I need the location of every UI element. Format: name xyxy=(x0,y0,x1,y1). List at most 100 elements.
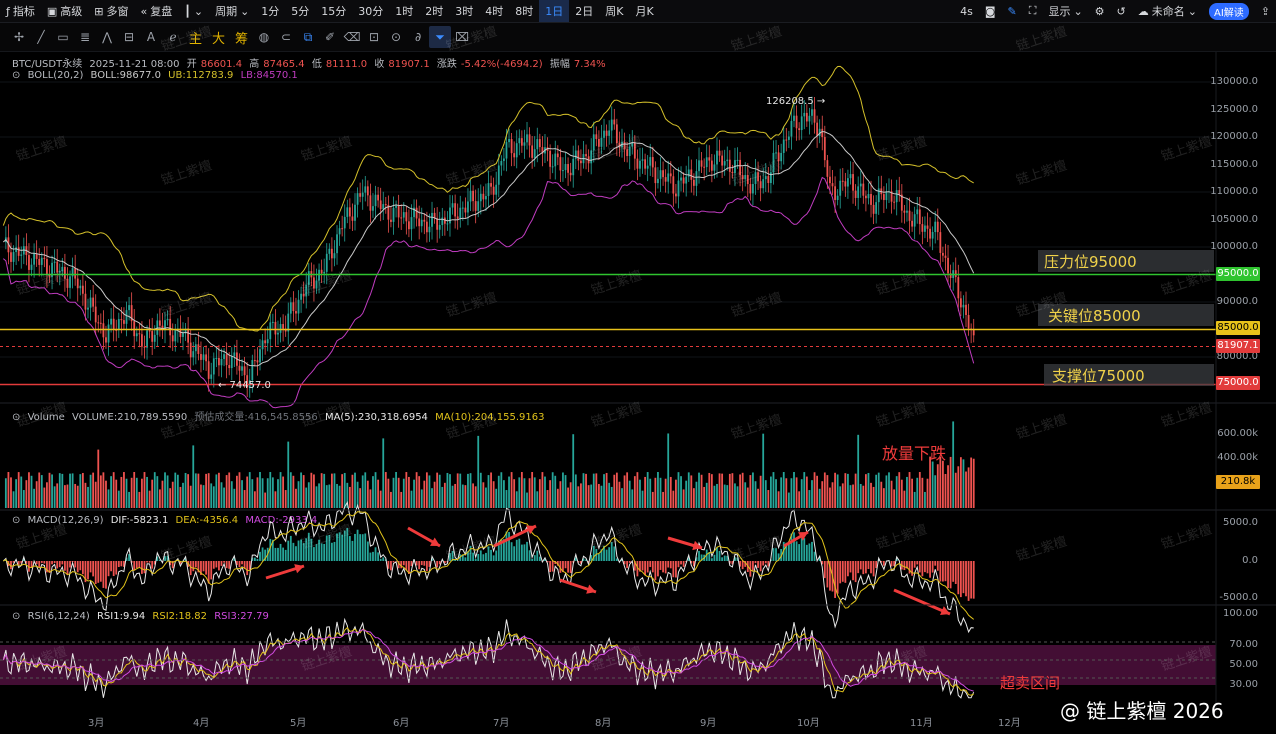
interval-tab[interactable]: 30分 xyxy=(358,5,384,18)
fib-icon[interactable]: ≣ xyxy=(79,30,91,44)
candle-body xyxy=(577,150,580,161)
eye-icon[interactable]: ⊙ xyxy=(12,70,21,81)
copy-icon[interactable]: ⧉ xyxy=(303,29,313,44)
candle-body xyxy=(120,319,123,321)
lock-icon[interactable]: ⊡ xyxy=(369,30,380,44)
text-tool-icon[interactable]: A xyxy=(146,30,156,44)
macd-bar xyxy=(500,539,503,561)
main-tool[interactable]: 主 xyxy=(189,31,203,47)
macd-bar xyxy=(135,561,138,569)
share-icon[interactable]: ⇪ xyxy=(1260,4,1270,18)
measure-icon[interactable]: ✐ xyxy=(325,30,336,44)
candle-body xyxy=(931,232,934,239)
layout-button[interactable]: ☁ 未命名 ⌄ xyxy=(1137,4,1197,19)
display-button[interactable]: 显示 ⌄ xyxy=(1048,4,1083,19)
indicator-icon: ƒ xyxy=(6,4,10,18)
volume-bar xyxy=(410,490,413,508)
eye-icon[interactable]: ⊙ xyxy=(12,515,21,526)
pattern-icon[interactable]: ⋀ xyxy=(102,30,112,44)
macd-bar xyxy=(829,561,831,591)
interval-tab[interactable]: 8时 xyxy=(515,5,534,18)
volume-bar xyxy=(313,474,315,508)
candle-body xyxy=(99,322,102,324)
macd-bar xyxy=(515,539,518,561)
macd-bar xyxy=(302,543,305,561)
macd-bar xyxy=(728,561,731,564)
macd-bar xyxy=(58,561,61,568)
interval-tab[interactable]: 1日 xyxy=(539,0,570,22)
link-icon[interactable]: ∂ xyxy=(414,30,422,44)
macd-bar xyxy=(777,553,780,561)
macd-bar xyxy=(918,561,921,573)
volume-bar xyxy=(682,489,685,508)
multi-window-button[interactable]: ⊞ 多窗 xyxy=(94,4,129,19)
interval-tab[interactable]: 周K xyxy=(605,5,624,18)
macd-bar xyxy=(253,557,256,561)
candle-body xyxy=(597,138,600,147)
eye-icon[interactable]: ⊙ xyxy=(12,611,21,622)
candle-body xyxy=(133,321,136,337)
interval-tab[interactable]: 2日 xyxy=(575,5,594,18)
big-tool[interactable]: 大 xyxy=(212,31,226,47)
interval-tab[interactable]: 3时 xyxy=(455,5,474,18)
filter-icon[interactable]: ⏷ xyxy=(429,26,452,48)
volume-bar xyxy=(541,472,544,508)
settings-icon[interactable]: ⚙ xyxy=(1094,4,1105,18)
fullscreen-icon[interactable]: ⛶ xyxy=(1028,4,1037,17)
chips-tool[interactable]: 筹 xyxy=(235,31,249,47)
macd-bar xyxy=(238,561,241,568)
interval-tab[interactable]: 2时 xyxy=(425,5,444,18)
camera-icon[interactable]: ◙ xyxy=(984,4,996,18)
support-label[interactable]: 支撑位75000 xyxy=(1052,367,1145,385)
eye-icon[interactable]: ⊙ xyxy=(12,412,21,423)
volume-bar xyxy=(305,487,308,508)
interval-tab[interactable]: 月K xyxy=(635,5,654,18)
symbol-name[interactable]: BTC/USDT永续 xyxy=(12,59,83,70)
volume-bar xyxy=(831,482,834,508)
indicators-button[interactable]: ƒ 指标 xyxy=(6,4,35,19)
candle-body xyxy=(782,139,785,153)
eye-icon[interactable]: ⊙ xyxy=(391,30,402,44)
key-label[interactable]: 关键位85000 xyxy=(1048,307,1141,325)
rectangle-icon[interactable]: ▭ xyxy=(57,30,69,44)
interval-tab[interactable]: 1分 xyxy=(261,5,280,18)
candle-body xyxy=(903,210,906,213)
volume-bar xyxy=(949,456,952,508)
eraser-icon[interactable]: ⌫ xyxy=(343,30,361,44)
crosshair-icon[interactable]: ✢ xyxy=(13,30,25,44)
ai-button[interactable]: AI解读 xyxy=(1203,0,1255,22)
magnet-icon[interactable]: ⊂ xyxy=(281,30,292,44)
interval-tab[interactable]: 1时 xyxy=(395,5,414,18)
macd-bar xyxy=(667,561,670,568)
trash-icon[interactable]: ⌧ xyxy=(455,30,469,44)
macd-bar xyxy=(30,561,33,568)
candle-body xyxy=(741,175,744,180)
candle-body xyxy=(580,160,582,164)
macd-bar xyxy=(315,544,318,561)
volume-bar xyxy=(25,480,28,508)
resistance-label[interactable]: 压力位95000 xyxy=(1044,253,1137,271)
macd-bar xyxy=(143,561,146,574)
pencil-icon[interactable]: ✎ xyxy=(1007,4,1017,18)
undo-icon[interactable]: ↺ xyxy=(1116,4,1126,18)
brush-icon[interactable]: ℯ xyxy=(169,30,177,44)
interval-tab[interactable]: 15分 xyxy=(321,5,347,18)
volume-note[interactable]: 放量下跌 xyxy=(882,444,947,463)
palette-icon[interactable]: ◍ xyxy=(258,30,270,44)
chart-box-icon: ▣ xyxy=(46,4,58,18)
oversold-note[interactable]: 超卖区间 xyxy=(1000,674,1061,692)
replay-button[interactable]: «复盘 xyxy=(140,4,173,19)
macd-bar xyxy=(959,561,962,598)
line-icon[interactable]: ╱ xyxy=(37,30,45,44)
interval-tab[interactable]: 5分 xyxy=(291,5,310,18)
interval-tab[interactable]: 4时 xyxy=(485,5,504,18)
advanced-button[interactable]: ▣ 高级 xyxy=(46,4,83,19)
volume-bar xyxy=(192,445,195,508)
volume-bar xyxy=(698,472,700,508)
candle-body xyxy=(205,354,207,362)
chart-type-button[interactable]: ┃ ⌄ xyxy=(178,0,209,22)
ruler-icon[interactable]: ⊟ xyxy=(123,30,135,44)
period-button[interactable]: 周期 ⌄ xyxy=(215,4,250,19)
macd-bar xyxy=(102,561,105,588)
